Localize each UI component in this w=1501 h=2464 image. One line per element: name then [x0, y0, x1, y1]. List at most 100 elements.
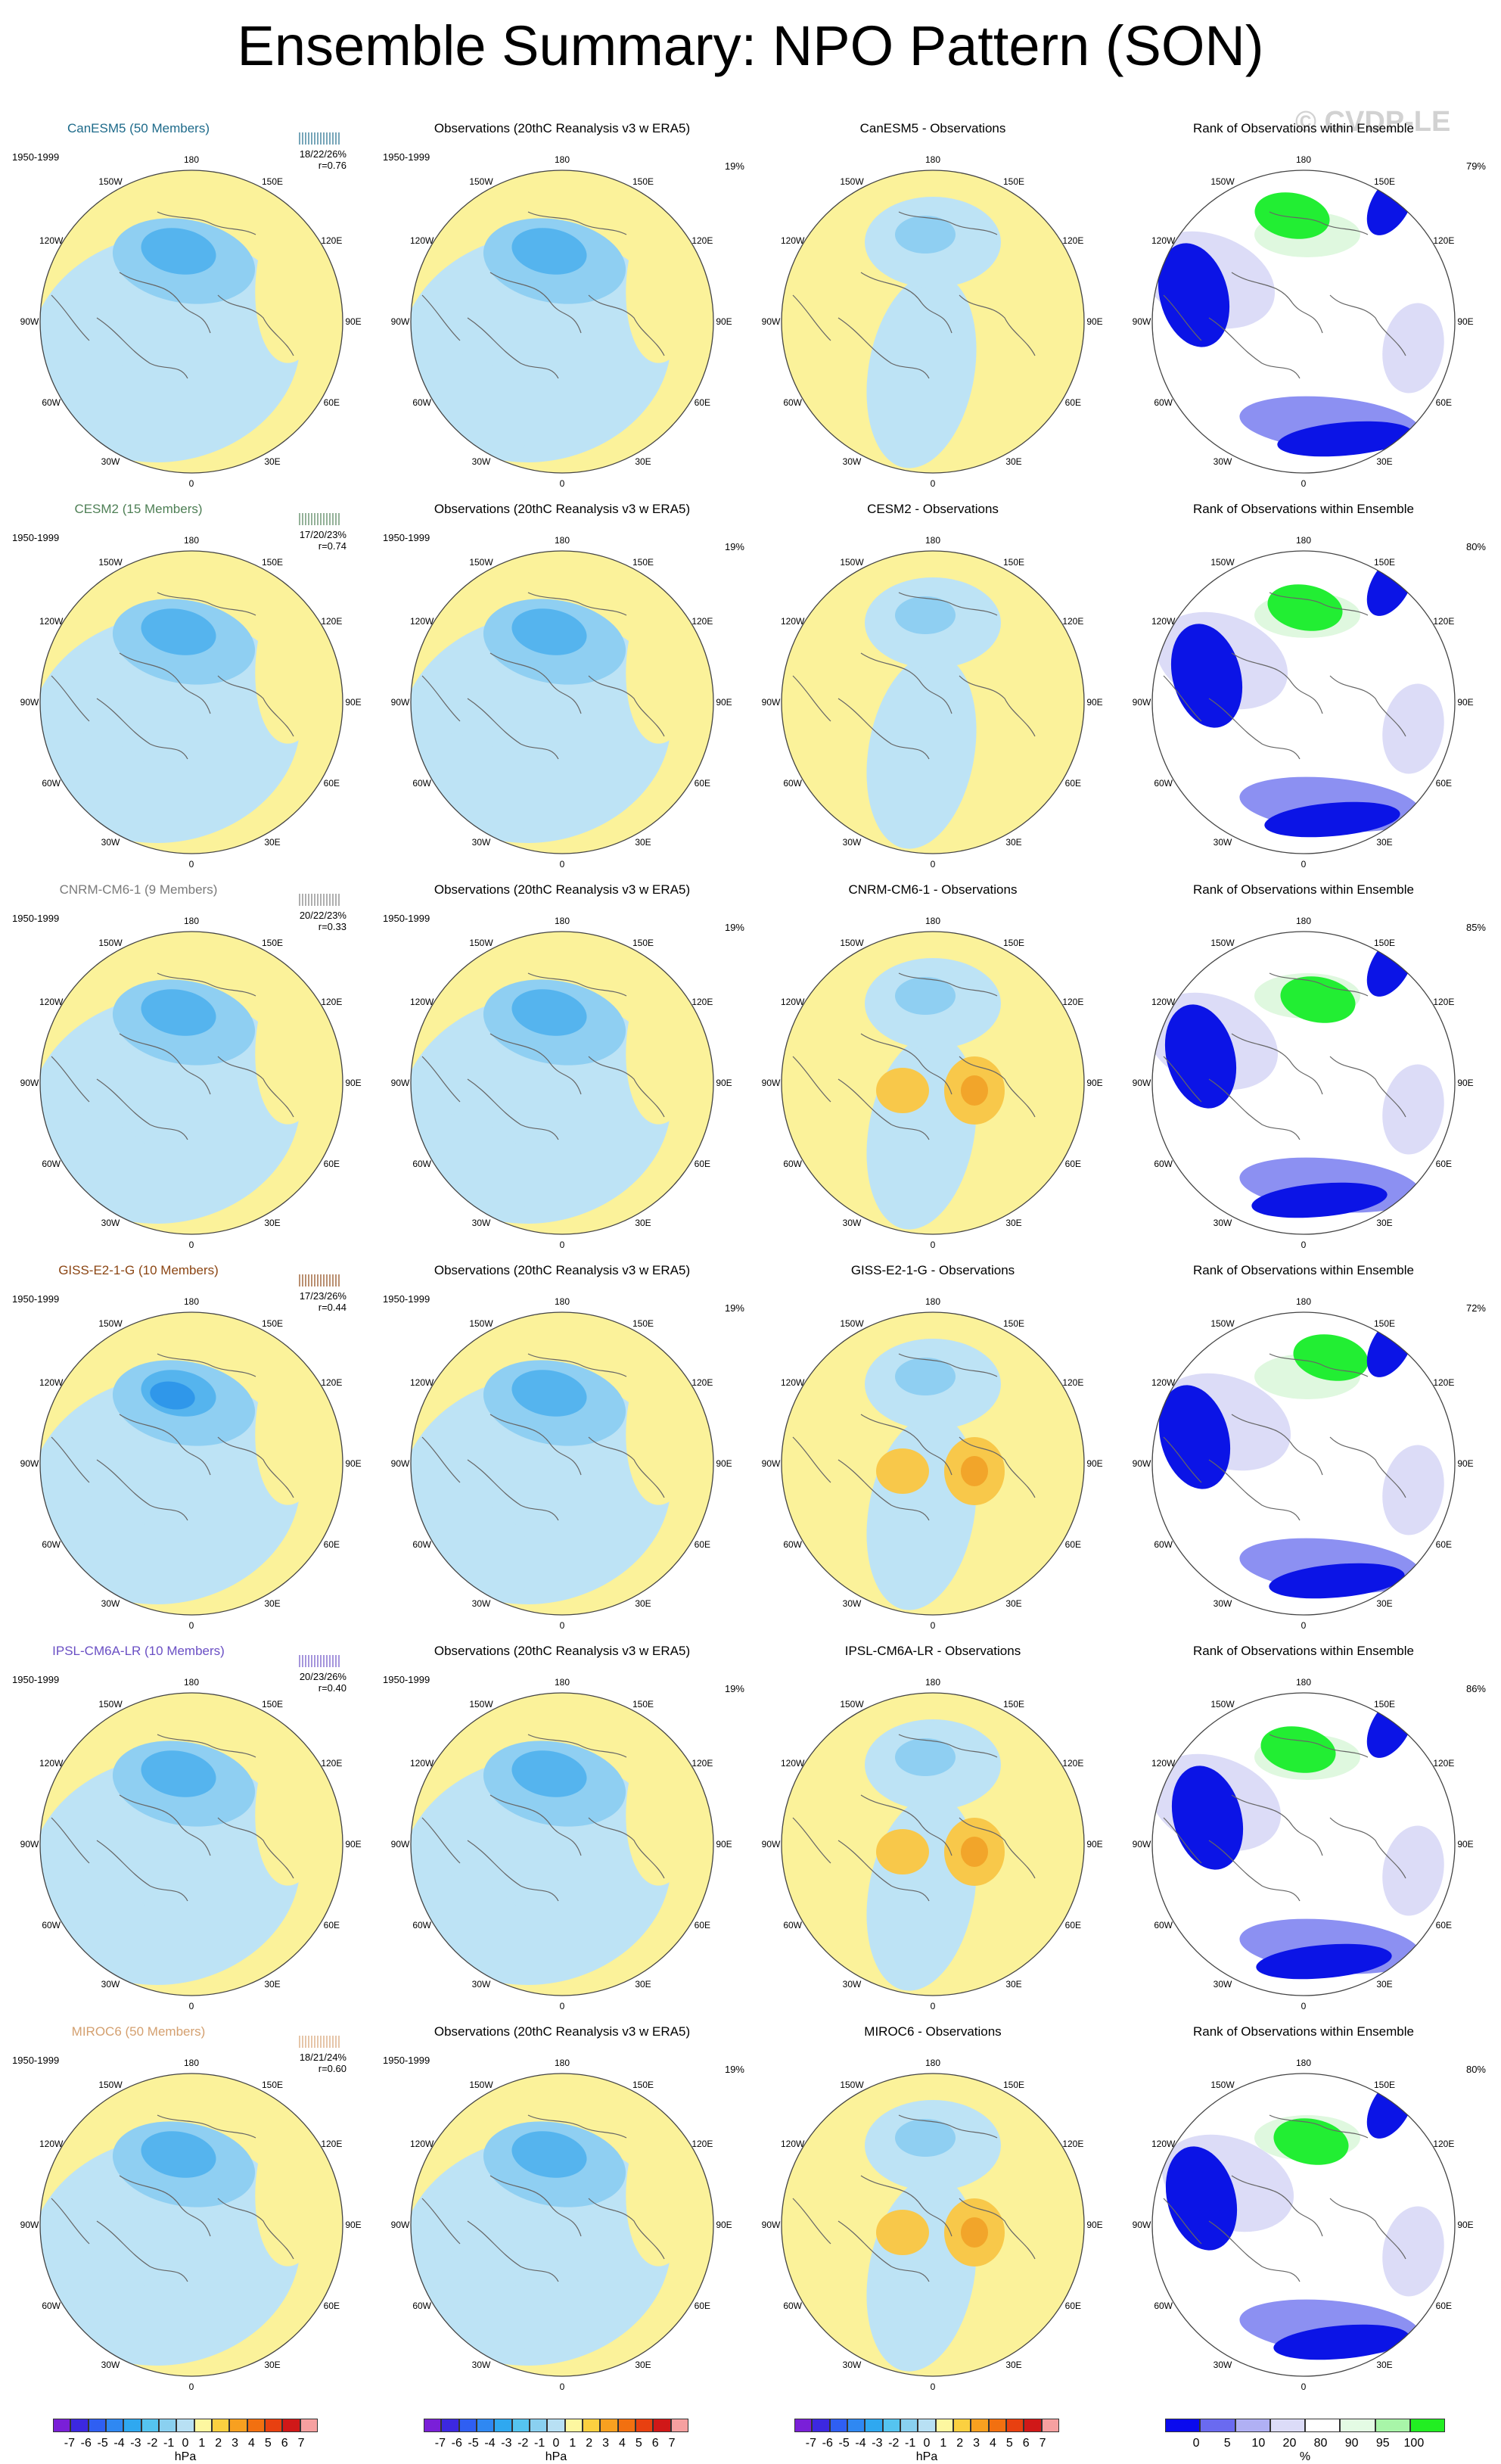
percent-variance: 19%: [724, 1302, 744, 1314]
colorbar-swatch: [794, 2419, 813, 2432]
colorbar-swatch: [265, 2419, 283, 2432]
longitude-label: 120W: [409, 1377, 434, 1388]
colorbar-tick-label: 2: [956, 2437, 964, 2450]
coastline-0: [119, 1414, 211, 1476]
longitude-label: 0: [1301, 2001, 1307, 2011]
coastline-3: [157, 1353, 256, 1377]
member-spread-ticks: [299, 1655, 340, 1667]
longitude-label: 30E: [1005, 1598, 1022, 1610]
longitude-label: 120W: [409, 235, 434, 246]
panel-diff-5: 180 150E 120E 90E 60E 30E 0 30W 60W 90W 120W 150W MI…: [747, 2024, 1118, 2392]
longitude-label: 90E: [1086, 316, 1103, 327]
longitude-label: 30W: [471, 1598, 491, 1610]
coastline-2: [588, 1436, 665, 1498]
longitude-label: 90W: [390, 1839, 410, 1850]
colorbar-unit: %: [1299, 2450, 1311, 2463]
longitude-label: 30W: [471, 837, 491, 848]
colorbar-tick-label: 10: [1251, 2437, 1266, 2450]
anomaly-region-4: [255, 577, 332, 744]
variance-percentiles: 20/23/26%: [299, 1671, 347, 1682]
colorbar-tick-label: -7: [434, 2437, 446, 2450]
longitude-label: 120W: [1151, 2139, 1176, 2149]
longitude-label: 180: [554, 535, 570, 546]
longitude-label: 120E: [321, 2139, 343, 2149]
longitude-label: 120E: [691, 616, 713, 627]
longitude-label: 180: [925, 154, 941, 165]
coastline-1: [467, 698, 559, 760]
colorbar-unit: hPa: [915, 2450, 938, 2463]
coastline-2: [1329, 1817, 1406, 1879]
longitude-label: 60W: [1154, 397, 1173, 408]
colorbar-tick-label: -2: [517, 2437, 529, 2450]
colorbar-swatch: [477, 2419, 495, 2432]
longitude-label: 30E: [1005, 837, 1022, 848]
member-spread-ticks: [299, 1274, 340, 1286]
coastline-1: [96, 1840, 188, 1902]
longitude-label: 90E: [1086, 1078, 1103, 1088]
map-model-1: [39, 550, 343, 854]
coastline-4: [51, 1817, 90, 1864]
percent-variance: 19%: [724, 160, 744, 172]
longitude-label: 180: [183, 2058, 200, 2068]
colorbar-swatch: [900, 2419, 918, 2432]
longitude-label: 90W: [390, 1078, 410, 1088]
anomaly-region-4: [626, 1719, 703, 1886]
variance-stats: 20/22/23% r=0.33: [300, 910, 347, 932]
longitude-label: 150W: [98, 937, 123, 948]
colorbar-tick-label: 7: [668, 2437, 676, 2450]
longitude-label: 120W: [39, 616, 64, 627]
longitude-label: 180: [183, 154, 200, 165]
longitude-label: 30E: [635, 1218, 651, 1229]
anomaly-region-5: [961, 1075, 988, 1106]
anomaly-region-3: [876, 2210, 929, 2255]
colorbar-swatch: [530, 2419, 548, 2432]
longitude-label: 180: [183, 535, 200, 546]
map-outline: [781, 1692, 1085, 1996]
coastline-0: [1231, 272, 1323, 334]
coastline-2: [959, 294, 1036, 356]
longitude-label: 0: [559, 2001, 565, 2011]
longitude-label: 0: [1301, 478, 1307, 489]
percent-variance: 80%: [1465, 541, 1486, 552]
longitude-label: 30W: [1213, 1218, 1232, 1229]
map-rank-1: [1151, 550, 1456, 854]
longitude-label: 180: [1295, 535, 1312, 546]
coastline-2: [959, 1436, 1036, 1498]
coastline-0: [860, 2175, 952, 2237]
colorbar-tick-label: 3: [602, 2437, 610, 2450]
longitude-label: 0: [188, 1620, 194, 1631]
longitude-label: 120E: [321, 997, 343, 1007]
longitude-label: 0: [559, 2382, 565, 2392]
longitude-label: 30W: [1213, 456, 1232, 468]
colorbar-swatch: [458, 2419, 477, 2432]
coastline-0: [489, 652, 582, 714]
coastline-3: [1269, 592, 1369, 616]
coastline-3: [1269, 1734, 1369, 1758]
longitude-label: 30W: [842, 1218, 862, 1229]
longitude-label: 30W: [471, 1979, 491, 1990]
period-label: 1950-1999: [12, 151, 60, 163]
longitude-label: 30E: [635, 1979, 651, 1990]
longitude-label: 150W: [1210, 2079, 1235, 2090]
longitude-label: 60E: [1064, 1539, 1082, 1550]
colorbar-tick-label: -3: [501, 2437, 512, 2450]
longitude-label: 150W: [98, 1698, 123, 1710]
longitude-label: 60W: [783, 397, 802, 408]
anomaly-region-3: [876, 1068, 929, 1113]
longitude-label: 120W: [780, 2139, 805, 2149]
map-outline: [39, 2073, 343, 2377]
panel-diff-1: 180 150E 120E 90E 60E 30E 0 30W 60W 90W 120W 150W CE…: [747, 502, 1118, 870]
model-title: CanESM5 (50 Members): [67, 121, 210, 135]
variance-stats: 18/22/26% r=0.76: [300, 148, 347, 171]
variance-percentiles: 18/22/26%: [299, 148, 347, 160]
colorbar-swatch: [1340, 2419, 1375, 2432]
longitude-label: 180: [1295, 916, 1312, 926]
coastline-3: [527, 592, 627, 616]
map-obs-3: [410, 1311, 714, 1616]
longitude-label: 0: [1301, 859, 1307, 870]
coastline-1: [838, 1840, 930, 1902]
model-title: IPSL-CM6A-LR (10 Members): [52, 1644, 225, 1658]
longitude-label: 30E: [1376, 1598, 1393, 1610]
longitude-label: 60E: [323, 1920, 340, 1930]
longitude-label: 60E: [694, 778, 711, 789]
